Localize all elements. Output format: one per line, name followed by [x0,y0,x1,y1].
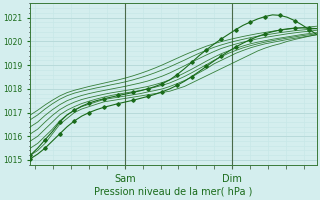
X-axis label: Pression niveau de la mer( hPa ): Pression niveau de la mer( hPa ) [94,187,252,197]
